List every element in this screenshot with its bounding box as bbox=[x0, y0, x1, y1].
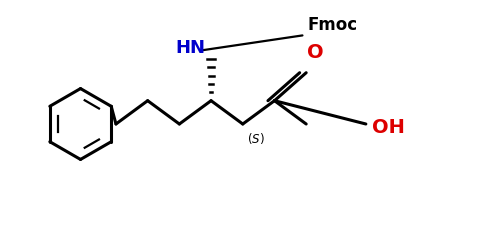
Text: Fmoc: Fmoc bbox=[307, 16, 357, 33]
Text: $(S)$: $(S)$ bbox=[246, 131, 264, 147]
Text: O: O bbox=[307, 42, 324, 62]
Text: HN: HN bbox=[176, 39, 206, 57]
Text: OH: OH bbox=[372, 118, 405, 137]
